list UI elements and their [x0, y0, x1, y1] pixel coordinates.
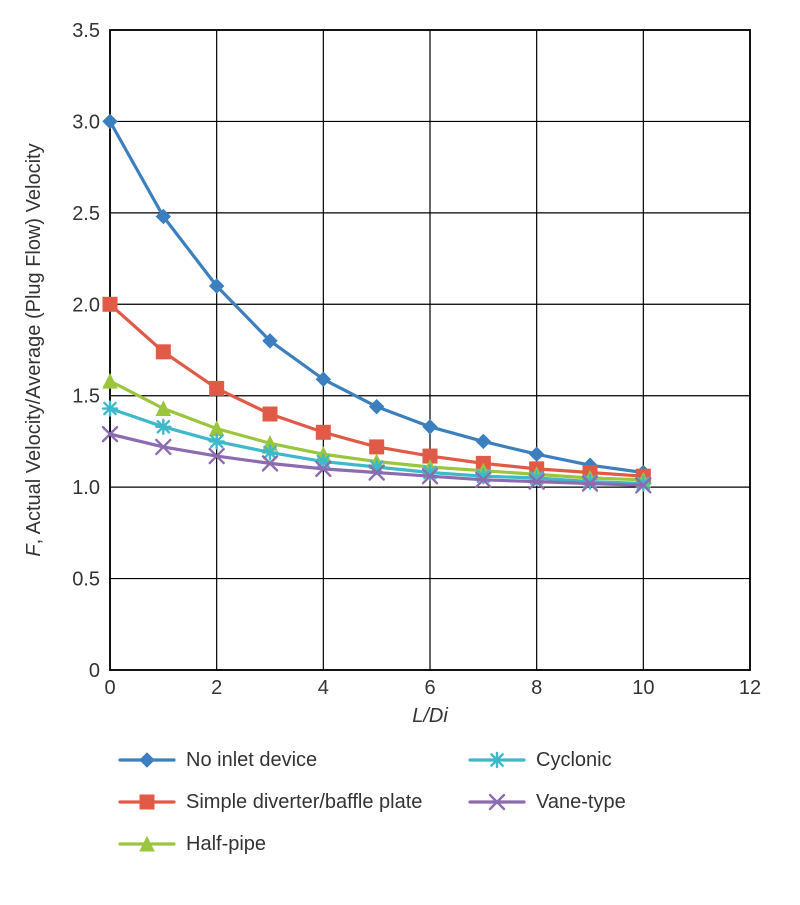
x-tick-label: 4 [318, 677, 329, 699]
legend-label: Cyclonic [536, 749, 612, 771]
y-tick-label: 1.0 [72, 477, 100, 499]
x-tick-label: 12 [739, 677, 761, 699]
y-tick-label: 3.5 [72, 20, 100, 42]
x-tick-label: 6 [424, 677, 435, 699]
legend-label: Half-pipe [186, 833, 266, 855]
x-tick-label: 8 [531, 677, 542, 699]
x-tick-label: 10 [632, 677, 654, 699]
y-tick-label: 2.5 [72, 203, 100, 225]
y-tick-label: 0.5 [72, 569, 100, 591]
x-tick-label: 0 [104, 677, 115, 699]
legend-label: Vane-type [536, 791, 626, 813]
y-tick-label: 0 [89, 660, 100, 682]
chart-container: 0 2 4 6 8 10 12 0 0.5 1.0 1.5 2.0 2.5 3.0 3.5 L/Di F, Ac… [0, 0, 800, 905]
x-axis-label: L/Di [412, 705, 448, 727]
y-tick-label: 3.0 [72, 111, 100, 133]
y-axis-label: F, Actual Velocity/Average (Plug Flow) V… [23, 143, 45, 556]
legend-label: No inlet device [186, 749, 317, 771]
legend-label: Simple diverter/baffle plate [186, 791, 422, 813]
velocity-ratio-chart: 0 2 4 6 8 10 12 0 0.5 1.0 1.5 2.0 2.5 3.0 3.5 L/Di F, Ac… [0, 0, 800, 905]
y-tick-label: 2.0 [72, 294, 100, 316]
x-tick-label: 2 [211, 677, 222, 699]
y-tick-label: 1.5 [72, 386, 100, 408]
